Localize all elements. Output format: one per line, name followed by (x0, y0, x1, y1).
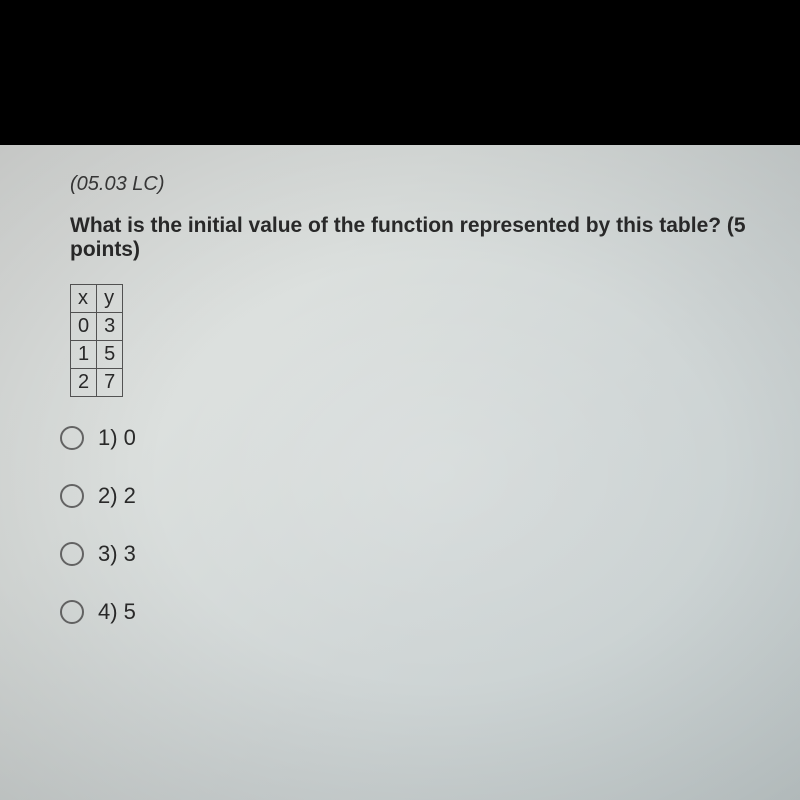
table-cell: 7 (97, 369, 123, 397)
table-row: 1 5 (71, 341, 123, 369)
table-cell: 2 (71, 369, 97, 397)
table-row: 0 3 (71, 313, 123, 341)
table-cell: 0 (71, 313, 97, 341)
option-label: 4) 5 (98, 599, 136, 625)
table-header-y: y (97, 285, 123, 313)
table-cell: 1 (71, 341, 97, 369)
question-content: (05.03 LC) What is the initial value of … (70, 173, 750, 657)
table-header-row: x y (71, 285, 123, 313)
lesson-code: (05.03 LC) (70, 173, 750, 196)
radio-icon[interactable] (60, 542, 84, 566)
radio-icon[interactable] (60, 484, 84, 508)
option-4[interactable]: 4) 5 (60, 599, 750, 625)
options-group: 1) 0 2) 2 3) 3 4) 5 (60, 425, 750, 625)
xy-table: x y 0 3 1 5 2 7 (70, 284, 123, 397)
table-cell: 5 (97, 341, 123, 369)
option-3[interactable]: 3) 3 (60, 541, 750, 567)
option-label: 2) 2 (98, 483, 136, 509)
screen-area: (05.03 LC) What is the initial value of … (0, 145, 800, 800)
table-header-x: x (71, 285, 97, 313)
radio-icon[interactable] (60, 600, 84, 624)
table-cell: 3 (97, 313, 123, 341)
radio-icon[interactable] (60, 426, 84, 450)
option-label: 1) 0 (98, 425, 136, 451)
option-2[interactable]: 2) 2 (60, 483, 750, 509)
option-1[interactable]: 1) 0 (60, 425, 750, 451)
question-text: What is the initial value of the functio… (70, 214, 750, 262)
table-row: 2 7 (71, 369, 123, 397)
option-label: 3) 3 (98, 541, 136, 567)
